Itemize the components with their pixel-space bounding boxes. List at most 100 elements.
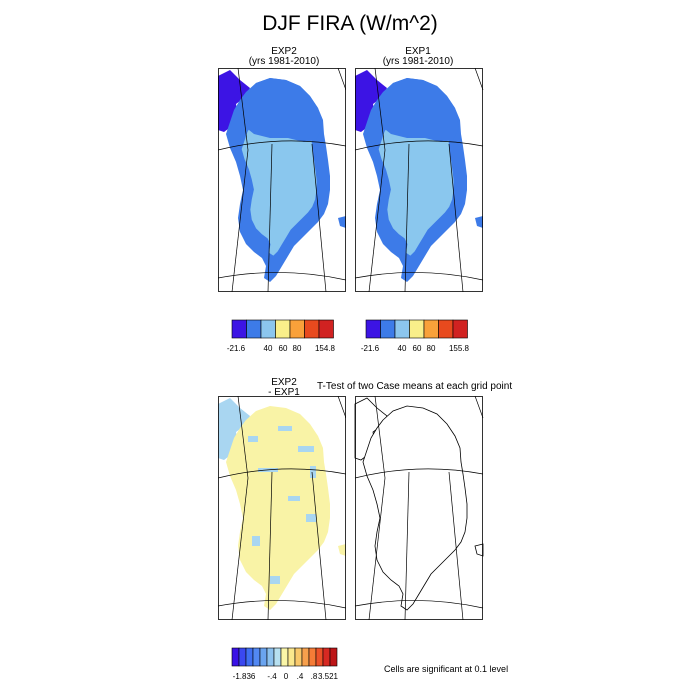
colorbar-label: -21.6 — [227, 344, 246, 353]
greenland-interior — [378, 108, 454, 256]
diff-speckle — [248, 436, 258, 442]
diff-speckle — [288, 496, 300, 501]
diff-speckle — [310, 466, 316, 478]
colorbar-box — [260, 319, 276, 339]
diff-speckle — [252, 536, 260, 546]
colorbar-box — [318, 319, 334, 339]
colorbar-box — [273, 647, 282, 667]
meridian-line — [267, 143, 273, 292]
colorbar-box — [231, 319, 247, 339]
meridian-line — [311, 143, 327, 292]
colorbar-label: 155.8 — [449, 344, 470, 353]
map-frame — [218, 396, 346, 620]
colorbar-box — [329, 647, 338, 667]
meridian-line — [474, 396, 484, 419]
meridian-line — [267, 471, 273, 620]
colorbar-box — [452, 319, 468, 339]
panel-1-subtitle: (yrs 1981-2010) — [248, 56, 320, 67]
colorbar-box — [275, 319, 291, 339]
colorbar-label: 80 — [427, 344, 436, 353]
meridian-line — [337, 396, 346, 419]
colorbar-box — [394, 319, 410, 339]
meridian-line — [474, 68, 484, 91]
north-dark-patch — [361, 82, 377, 98]
colorbar-box — [245, 647, 254, 667]
meridian-line — [231, 477, 249, 620]
colorbar-box — [238, 647, 247, 667]
significance-note: Cells are significant at 0.1 level — [384, 664, 509, 674]
colorbar-box — [231, 647, 240, 667]
colorbar-label: -1.836 — [233, 672, 256, 681]
colorbar-box — [304, 319, 320, 339]
meridian-line — [448, 143, 464, 292]
northern-band — [240, 78, 322, 142]
north-landmass — [355, 70, 387, 132]
diff-speckle — [270, 576, 280, 584]
east-island — [338, 544, 346, 556]
meridian-line — [368, 477, 386, 620]
colorbar-label: -.4 — [267, 672, 277, 681]
north-landmass — [354, 397, 388, 461]
greenland-interior — [241, 436, 317, 584]
east-island — [475, 216, 483, 228]
colorbar-box — [409, 319, 425, 339]
colorbar-box — [280, 647, 289, 667]
north-landmass — [218, 70, 250, 132]
panel-1-title: EXP2 (yrs 1981-2010) — [214, 47, 354, 67]
greenland-interior — [241, 108, 317, 256]
meridian-line — [237, 68, 249, 151]
diff-speckle — [298, 446, 314, 452]
colorbar-box — [246, 319, 262, 339]
diff-speckle — [306, 514, 316, 522]
colorbar-label: 40 — [264, 344, 273, 353]
meridian-line — [311, 471, 327, 620]
colorbar-label: 60 — [413, 344, 422, 353]
colorbar-label: 154.8 — [315, 344, 336, 353]
colorbar-box — [365, 319, 381, 339]
north-landmass — [218, 398, 250, 460]
east-island — [474, 543, 484, 557]
diff-speckle — [278, 426, 292, 431]
colorbar-exp1: -21.6 40 60 80 155.8 — [361, 319, 470, 353]
northern-band — [377, 78, 459, 142]
meridian-line — [374, 68, 386, 151]
colorbar-label: 40 — [398, 344, 407, 353]
colorbar-box — [423, 319, 439, 339]
meridian-line — [337, 68, 346, 91]
colorbar-box — [308, 647, 317, 667]
figure-title: DJF FIRA (W/m^2) — [262, 12, 438, 35]
latitude-line-south — [218, 600, 346, 609]
latitude-line-north — [218, 140, 346, 151]
meridian-line — [368, 149, 386, 292]
ttest-title: T-Test of two Case means at each grid po… — [317, 381, 513, 392]
colorbar-label: 3.521 — [318, 672, 339, 681]
exp1-map — [354, 68, 484, 292]
meridian-line — [374, 396, 386, 479]
greenland-landmass — [362, 405, 468, 611]
colorbar-label: 60 — [279, 344, 288, 353]
colorbar-box — [315, 647, 324, 667]
colorbar-box — [380, 319, 396, 339]
panel-1-name: EXP2 — [271, 46, 297, 57]
colorbar-box — [322, 647, 331, 667]
east-island — [338, 216, 346, 228]
panel-2-title: EXP1 (yrs 1981-2010) — [348, 47, 488, 67]
latitude-line-north — [218, 468, 346, 479]
colorbar-box — [294, 647, 303, 667]
latitude-line-south — [354, 272, 484, 281]
diff-title: EXP2 - EXP1 — [214, 378, 354, 398]
colorbar-box — [438, 319, 454, 339]
map-frame — [355, 396, 483, 620]
colorbar-label: .8 — [311, 672, 318, 681]
colorbar-box — [289, 319, 305, 339]
map-frame — [355, 68, 483, 292]
colorbar-box — [259, 647, 268, 667]
diff-map — [218, 396, 346, 620]
colorbar-label: 0 — [284, 672, 289, 681]
colorbar-label: .4 — [297, 672, 304, 681]
meridian-line — [448, 471, 464, 620]
latitude-line-south — [354, 600, 484, 609]
map-frame — [218, 68, 346, 292]
diff-name-line1: EXP2 — [271, 377, 297, 388]
colorbar-box — [266, 647, 275, 667]
